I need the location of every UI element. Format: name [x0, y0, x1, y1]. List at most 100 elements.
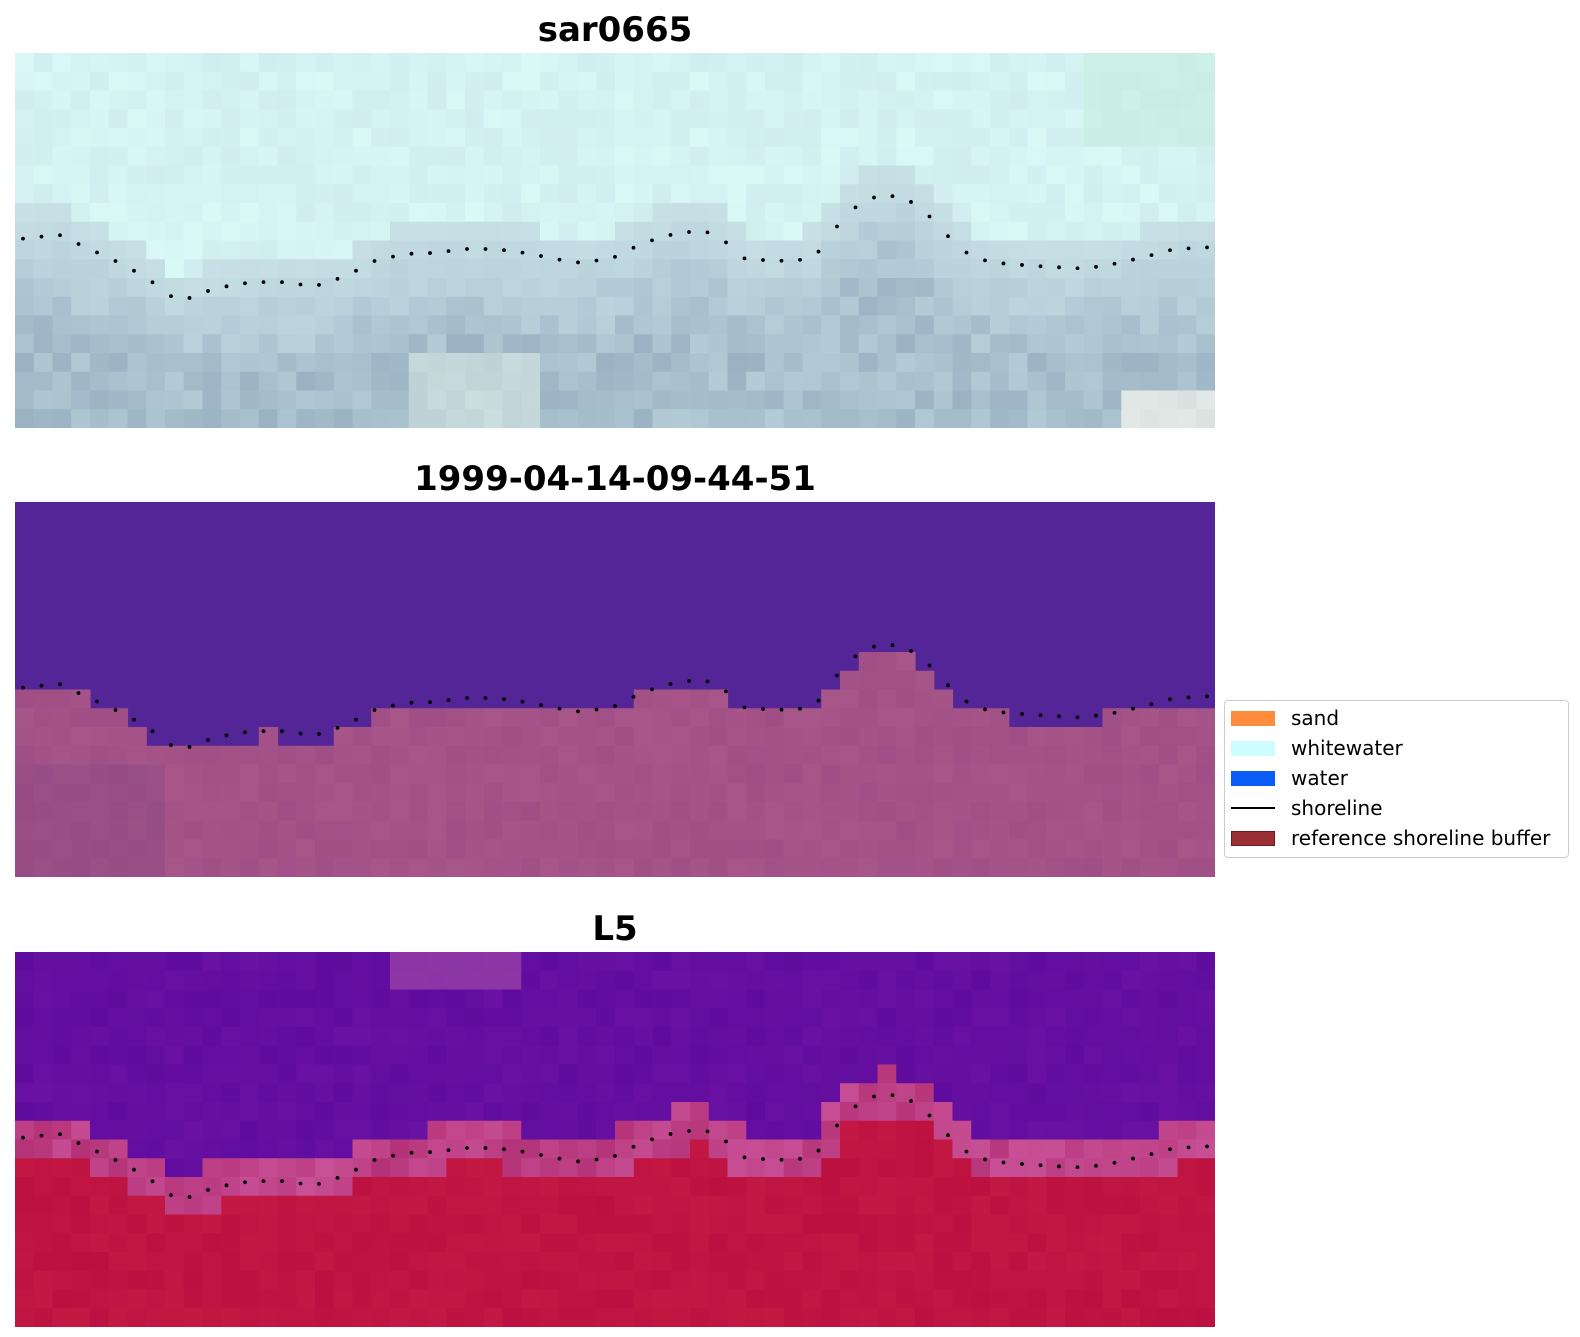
index-pixel	[802, 1064, 822, 1084]
index-pixel	[352, 1195, 372, 1216]
index-pixel	[427, 1270, 447, 1291]
image-pixel	[202, 165, 222, 185]
image-pixel	[127, 109, 147, 129]
image-pixel	[465, 165, 485, 185]
index-pixel	[1008, 1195, 1029, 1216]
image-pixel	[446, 278, 466, 298]
image-pixel	[896, 128, 916, 148]
shoreline-point	[224, 733, 229, 738]
land-pixel	[446, 708, 466, 728]
index-pixel	[915, 1102, 935, 1122]
image-pixel	[502, 90, 522, 110]
index-pixel	[483, 1177, 504, 1197]
index-pixel	[1102, 1214, 1122, 1234]
image-pixel	[483, 203, 504, 223]
image-pixel	[52, 146, 72, 167]
land-pixel	[821, 745, 841, 766]
index-pixel	[371, 1064, 391, 1084]
image-pixel	[615, 53, 635, 73]
image-pixel	[1196, 71, 1215, 92]
image-pixel	[1158, 90, 1179, 110]
index-pixel	[858, 1270, 879, 1291]
index-pixel	[33, 1214, 54, 1234]
land-pixel	[840, 745, 860, 766]
land-pixel	[90, 745, 110, 766]
land-pixel	[127, 764, 147, 784]
index-pixel	[896, 1177, 916, 1197]
index-pixel	[1008, 1158, 1029, 1178]
image-pixel	[540, 296, 560, 317]
image-pixel	[633, 296, 654, 317]
land-pixel	[896, 820, 916, 841]
image-pixel	[390, 371, 410, 392]
image-pixel	[315, 203, 335, 223]
land-pixel	[858, 708, 879, 728]
image-pixel	[746, 334, 766, 354]
image-pixel	[690, 353, 710, 373]
land-pixel	[277, 783, 297, 803]
index-pixel	[615, 1214, 635, 1234]
image-pixel	[315, 240, 335, 260]
image-pixel	[933, 315, 954, 335]
shoreline-point	[650, 238, 654, 243]
index-pixel	[727, 989, 747, 1009]
image-pixel	[483, 296, 504, 317]
image-pixel	[371, 409, 391, 428]
index-pixel	[52, 1102, 72, 1122]
shoreline-point	[835, 673, 839, 678]
image-pixel	[802, 128, 822, 148]
image-pixel	[1027, 240, 1047, 260]
index-pixel	[690, 1083, 710, 1103]
image-pixel	[952, 334, 972, 354]
index-pixel	[521, 1064, 541, 1084]
image-pixel	[1008, 128, 1029, 148]
index-pixel	[165, 1289, 185, 1309]
image-pixel	[896, 90, 916, 110]
image-pixel	[71, 334, 91, 354]
image-pixel	[896, 278, 916, 298]
image-pixel	[1008, 353, 1029, 373]
index-pixel	[596, 1270, 616, 1291]
shoreline-point	[853, 1104, 858, 1109]
image-pixel	[502, 184, 522, 204]
index-pixel	[90, 1214, 110, 1234]
image-pixel	[1158, 390, 1179, 410]
land-pixel	[633, 708, 654, 728]
index-pixel	[1140, 1289, 1160, 1309]
land-pixel	[521, 858, 541, 877]
image-pixel	[146, 221, 166, 242]
image-pixel	[277, 371, 297, 392]
shoreline-point	[687, 230, 691, 234]
image-pixel	[577, 53, 597, 73]
land-pixel	[1027, 727, 1047, 747]
image-pixel	[877, 296, 897, 317]
image-pixel	[802, 409, 822, 428]
image-pixel	[165, 90, 185, 110]
rgb-image-panel	[15, 53, 1215, 428]
index-pixel	[1083, 1177, 1104, 1197]
land-pixel	[165, 745, 185, 766]
land-pixel	[615, 783, 635, 803]
image-pixel	[652, 409, 672, 428]
land-pixel	[615, 820, 635, 841]
index-pixel	[1065, 989, 1085, 1009]
index-pixel	[502, 1120, 522, 1141]
index-pixel	[1121, 1083, 1141, 1103]
index-pixel	[1027, 1027, 1047, 1047]
index-pixel	[15, 1139, 35, 1159]
image-pixel	[465, 203, 485, 223]
index-pixel	[671, 1139, 691, 1159]
land-pixel	[1177, 858, 1197, 877]
index-pixel	[465, 1064, 485, 1084]
index-pixel	[596, 1158, 616, 1178]
land-pixel	[427, 708, 447, 728]
image-pixel	[521, 165, 541, 185]
index-pixel	[465, 1045, 485, 1066]
image-pixel	[15, 203, 35, 223]
image-pixel	[502, 203, 522, 223]
index-pixel	[108, 989, 129, 1009]
land-pixel	[1196, 727, 1215, 747]
image-pixel	[71, 90, 91, 110]
index-pixel	[1008, 1027, 1029, 1047]
image-pixel	[1027, 390, 1047, 410]
